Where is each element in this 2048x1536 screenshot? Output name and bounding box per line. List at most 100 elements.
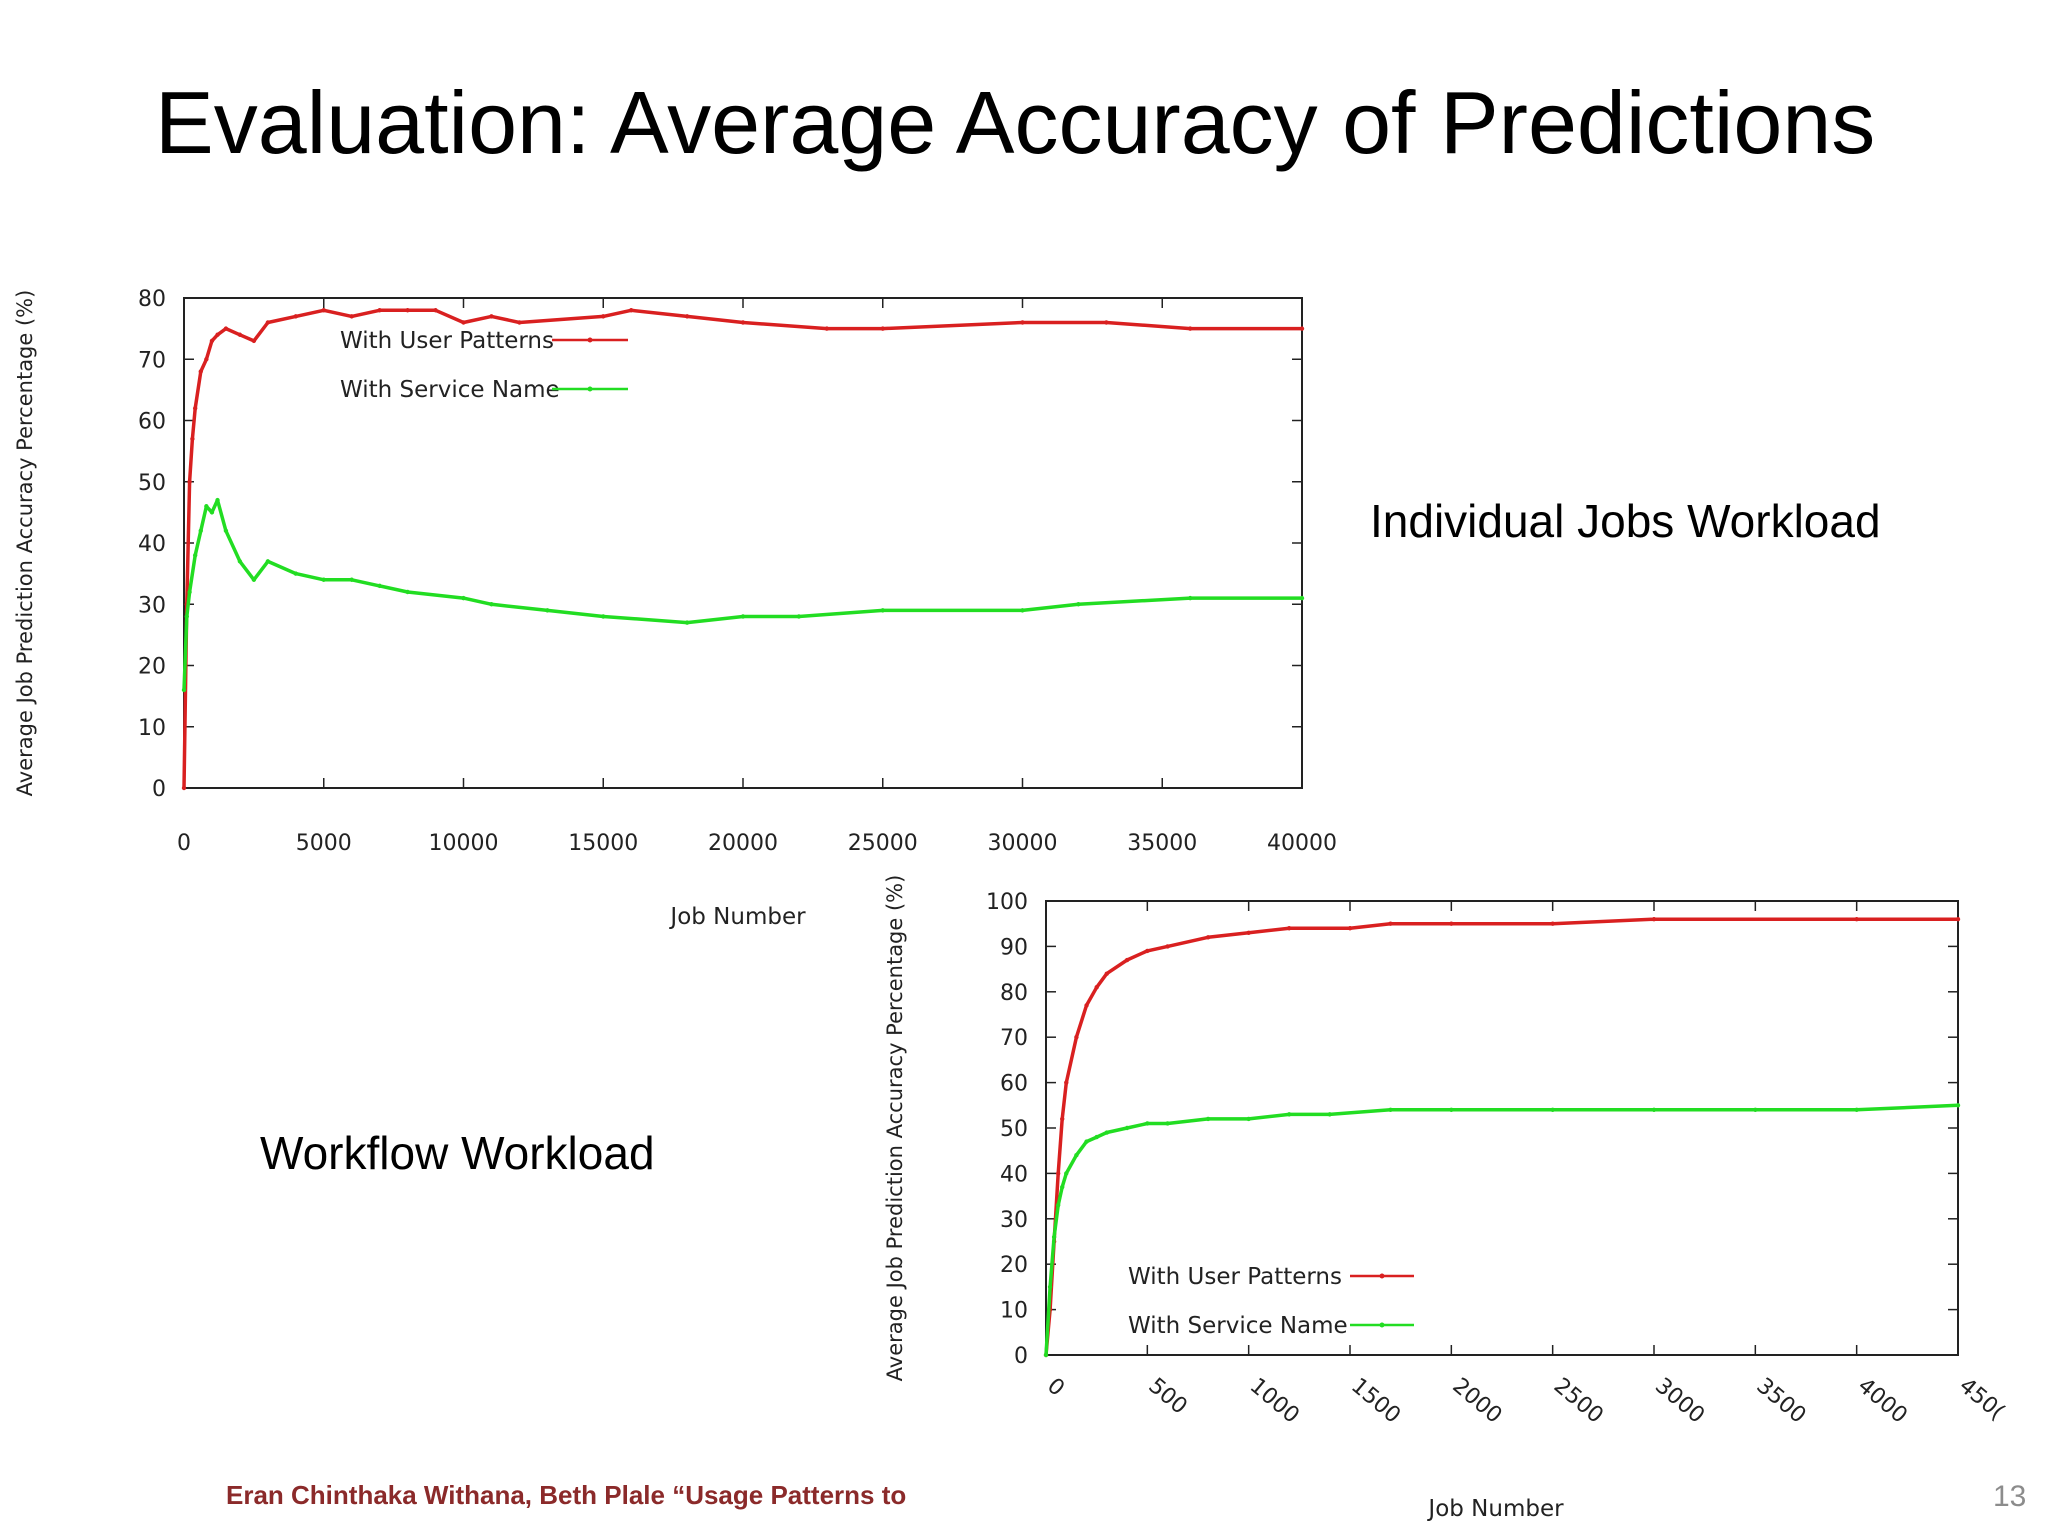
y-tick-label: 40 [138, 532, 166, 557]
x-tick-label: 450( [1954, 1373, 2009, 1425]
series-line-with-user-patterns [182, 308, 1302, 789]
x-tick-label: 30000 [988, 831, 1058, 856]
data-point-with-user-patterns [1064, 1080, 1069, 1085]
x-tick-label: 25000 [848, 831, 918, 856]
data-point-with-user-patterns [405, 308, 410, 313]
y-tick-label: 0 [152, 777, 166, 802]
data-point-with-user-patterns [601, 314, 606, 319]
x-tick-label: 1000 [1245, 1373, 1304, 1428]
y-tick-label: 20 [138, 655, 166, 680]
x-tick-label: 4000 [1853, 1373, 1912, 1428]
y-tick-label: 50 [138, 471, 166, 496]
data-point-with-service-name [1076, 602, 1081, 607]
y-axis-label: Average Job Prediction Accuracy Percenta… [883, 875, 907, 1382]
data-point-with-service-name [1084, 1139, 1089, 1144]
data-point-with-user-patterns [1020, 320, 1025, 325]
data-point-with-service-name [1753, 1107, 1758, 1113]
data-point-with-service-name [349, 577, 354, 582]
data-point-with-service-name [192, 553, 198, 558]
data-point-with-service-name [1047, 1284, 1053, 1290]
data-point-with-user-patterns [377, 308, 382, 313]
legend-label-with-service-name: With Service Name [1128, 1313, 1348, 1339]
data-point-with-user-patterns [824, 326, 830, 331]
data-point-with-user-patterns [1145, 948, 1150, 954]
data-point-with-user-patterns [1246, 930, 1251, 935]
data-point-with-service-name [545, 608, 550, 613]
data-point-with-service-name [1074, 1153, 1079, 1158]
data-point-with-user-patterns [1388, 921, 1393, 926]
data-point-with-user-patterns [209, 338, 215, 344]
data-point-with-user-patterns [265, 320, 271, 325]
x-axis-label: Job Number [1426, 1496, 1564, 1522]
data-point-with-user-patterns [461, 320, 466, 325]
data-point-with-user-patterns [1550, 921, 1555, 926]
y-tick-label: 20 [1000, 1253, 1028, 1278]
data-point-with-user-patterns [223, 326, 229, 331]
data-point-with-user-patterns [215, 332, 220, 337]
data-point-with-user-patterns [1205, 935, 1211, 940]
data-point-with-service-name [1064, 1171, 1069, 1176]
series-line-with-service-name [1044, 1103, 1959, 1356]
data-point-with-user-patterns [1060, 1116, 1065, 1122]
x-axis-label: Job Number [668, 904, 806, 930]
y-tick-label: 80 [138, 287, 166, 312]
caption-individual-jobs-workload: Individual Jobs Workload [1370, 495, 1881, 547]
x-tick-label: 500 [1143, 1373, 1191, 1419]
x-tick-label: 20000 [708, 831, 778, 856]
data-point-with-service-name [321, 577, 326, 582]
data-point-with-service-name [796, 614, 802, 619]
data-point-with-service-name [1165, 1121, 1170, 1126]
y-tick-label: 70 [1000, 1026, 1028, 1051]
x-tick-label: 35000 [1127, 831, 1197, 856]
data-point-with-service-name [251, 577, 257, 582]
data-point-with-service-name [377, 583, 382, 589]
data-point-with-service-name [1145, 1121, 1150, 1126]
data-point-with-service-name [601, 614, 606, 619]
legend-marker-with-user-patterns [1379, 1273, 1385, 1279]
data-point-with-user-patterns [1074, 1035, 1079, 1040]
x-tick-label: 2000 [1447, 1373, 1506, 1428]
legend-marker-with-service-name [1379, 1322, 1385, 1328]
data-point-with-service-name [209, 510, 215, 515]
data-point-with-user-patterns [349, 314, 354, 319]
data-point-with-service-name [184, 614, 189, 619]
x-tick-label: 1500 [1346, 1373, 1405, 1428]
data-point-with-service-name [1051, 1234, 1057, 1240]
data-point-with-user-patterns [1287, 926, 1292, 931]
legend-label-with-user-patterns: With User Patterns [1128, 1264, 1342, 1290]
legend-marker-with-user-patterns [587, 337, 593, 343]
data-point-with-user-patterns [1347, 926, 1353, 931]
data-point-with-service-name [1205, 1116, 1211, 1122]
y-tick-label: 40 [1000, 1162, 1028, 1187]
legend-marker-with-service-name [587, 386, 593, 392]
data-point-with-service-name [405, 589, 410, 595]
data-point-with-service-name [489, 602, 494, 607]
slide-title: Evaluation: Average Accuracy of Predicti… [155, 73, 1876, 172]
y-tick-label: 50 [1000, 1117, 1028, 1142]
legend-label-with-user-patterns: With User Patterns [340, 328, 554, 354]
y-tick-label: 10 [138, 716, 166, 741]
data-point-with-user-patterns [237, 332, 243, 337]
data-point-with-user-patterns [251, 338, 257, 344]
data-point-with-service-name [1104, 1130, 1110, 1135]
data-point-with-service-name [1651, 1107, 1657, 1113]
data-point-with-user-patterns [198, 369, 203, 374]
y-tick-label: 30 [1000, 1208, 1028, 1233]
data-point-with-service-name [1327, 1112, 1332, 1117]
data-point-with-user-patterns [1124, 957, 1130, 963]
data-point-with-service-name [740, 614, 746, 619]
data-point-with-service-name [215, 497, 220, 503]
y-tick-label: 0 [1014, 1344, 1028, 1369]
data-point-with-service-name [204, 504, 209, 509]
y-tick-label: 90 [1000, 935, 1028, 960]
data-point-with-user-patterns [684, 314, 690, 319]
data-point-with-user-patterns [1955, 916, 1961, 922]
data-point-with-service-name [187, 589, 192, 595]
data-point-with-service-name [237, 559, 243, 564]
data-point-with-service-name [1020, 608, 1025, 613]
data-point-with-service-name [1854, 1107, 1859, 1113]
data-point-with-service-name [684, 620, 690, 625]
data-point-with-service-name [265, 559, 271, 564]
data-point-with-service-name [1955, 1103, 1961, 1108]
